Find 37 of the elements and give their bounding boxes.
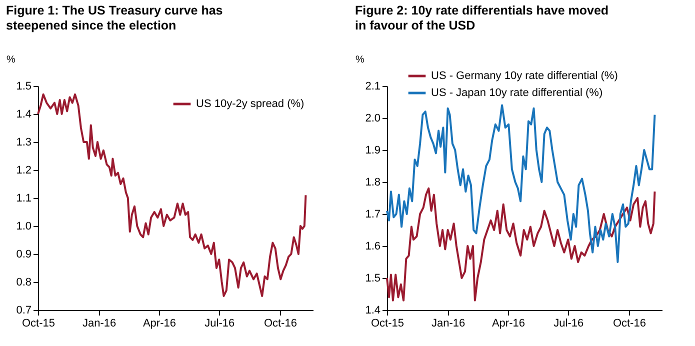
y-tick-label: 1.4 xyxy=(365,304,380,316)
chart-title: Figure 2: 10y rate differentials have moved in favour of the USD xyxy=(355,4,609,32)
legend-label: US - Japan 10y rate differential (%) xyxy=(431,87,603,99)
line-series xyxy=(386,187,656,302)
x-tick-label: Jan-16 xyxy=(82,318,116,330)
y-tick-label: 1.2 xyxy=(16,164,32,176)
y-axis-title: % xyxy=(6,54,16,66)
line-series xyxy=(37,93,307,297)
x-tick-label: Jul-16 xyxy=(554,318,584,330)
y-tick-label: 0.8 xyxy=(16,276,32,288)
y-axis-title: % xyxy=(356,54,364,66)
x-tick-label: Apr-16 xyxy=(492,318,525,330)
legend-label: US - Germany 10y rate differential (%) xyxy=(431,70,618,82)
x-tick-label: Oct-15 xyxy=(370,318,404,330)
y-tick-label: 1.9 xyxy=(365,144,380,156)
y-tick-label: 2.1 xyxy=(365,80,380,92)
line-series xyxy=(386,104,656,263)
y-tick-label: 1.5 xyxy=(16,80,32,92)
chart-title: Figure 1: The US Treasury curve has steepened since the election xyxy=(6,4,223,32)
y-tick-label: 1.0 xyxy=(16,220,32,232)
y-tick-label: 1.5 xyxy=(365,272,380,284)
y-tick-label: 1.1 xyxy=(16,192,32,204)
y-tick-label: 1.6 xyxy=(365,240,380,252)
legend-label: US 10y-2y spread (%) xyxy=(196,98,304,110)
y-tick-label: 0.9 xyxy=(16,248,32,260)
x-tick-label: Jan-16 xyxy=(431,318,466,330)
x-tick-label: Jul-16 xyxy=(204,318,235,330)
x-tick-label: Apr-16 xyxy=(142,318,176,330)
y-tick-label: 1.8 xyxy=(365,176,380,188)
x-tick-label: Oct-16 xyxy=(264,318,297,330)
x-tick-label: Oct-16 xyxy=(612,318,646,330)
y-tick-label: 1.4 xyxy=(16,108,32,120)
y-tick-label: 1.7 xyxy=(365,208,380,220)
x-tick-label: Oct-15 xyxy=(22,318,56,330)
y-tick-label: 2.0 xyxy=(365,112,380,124)
y-tick-label: 1.3 xyxy=(16,136,32,148)
y-tick-label: 0.7 xyxy=(16,304,32,316)
